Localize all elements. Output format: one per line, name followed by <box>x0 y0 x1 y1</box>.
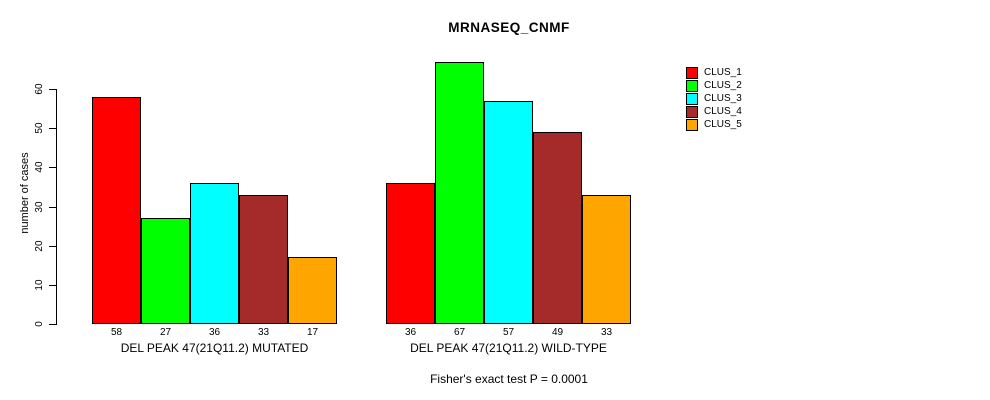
legend-label: CLUS_4 <box>704 105 742 117</box>
legend-swatch <box>686 92 698 105</box>
y-axis-tick <box>49 285 56 286</box>
legend-item-CLUS_2: CLUS_2 <box>686 79 742 92</box>
bar-value-label: 49 <box>551 327 564 338</box>
bar-value-label: 67 <box>453 327 466 338</box>
bar-value-label: 57 <box>502 327 515 338</box>
legend-item-CLUS_1: CLUS_1 <box>686 66 742 79</box>
chart-title: MRNASEQ_CNMF <box>448 20 570 35</box>
legend-item-CLUS_5: CLUS_5 <box>686 118 742 131</box>
bar-CLUS_4 <box>533 132 582 324</box>
y-axis-tick <box>49 89 56 90</box>
bar-CLUS_4 <box>239 195 288 324</box>
y-axis-tick <box>49 207 56 208</box>
y-axis-tick-label: 50 <box>34 122 45 134</box>
y-axis-tick <box>49 246 56 247</box>
legend-swatch <box>686 66 698 79</box>
y-axis-label: number of cases <box>19 152 31 234</box>
x-group-label-wildtype: DEL PEAK 47(21Q11.2) WILD-TYPE <box>410 341 607 355</box>
bar-CLUS_1 <box>92 97 141 324</box>
legend: CLUS_1 CLUS_2 CLUS_3 CLUS_4 CLUS_5 <box>686 66 742 131</box>
bar-value-label: 27 <box>159 327 172 338</box>
y-axis-tick-label: 60 <box>34 83 45 95</box>
bar-CLUS_3 <box>484 101 533 324</box>
bar-CLUS_2 <box>141 218 190 324</box>
bar-value-label: 17 <box>306 327 319 338</box>
legend-swatch <box>686 105 698 118</box>
y-axis-tick-label: 30 <box>34 201 45 213</box>
legend-label: CLUS_2 <box>704 79 742 91</box>
bar-CLUS_5 <box>288 257 337 324</box>
legend-item-CLUS_3: CLUS_3 <box>686 92 742 105</box>
legend-swatch <box>686 118 698 131</box>
fisher-test-annotation: Fisher's exact test P = 0.0001 <box>430 372 588 386</box>
legend-label: CLUS_1 <box>704 66 742 78</box>
y-axis-tick-label: 40 <box>34 161 45 173</box>
bar-CLUS_3 <box>190 183 239 324</box>
y-axis-line <box>56 89 57 325</box>
legend-item-CLUS_4: CLUS_4 <box>686 105 742 118</box>
y-axis-tick-label: 10 <box>34 279 45 291</box>
bar-value-label: 36 <box>208 327 221 338</box>
legend-label: CLUS_3 <box>704 92 742 104</box>
y-axis-tick <box>49 128 56 129</box>
bar-value-label: 58 <box>110 327 123 338</box>
y-axis-tick <box>49 324 56 325</box>
bar-CLUS_2 <box>435 62 484 324</box>
legend-label: CLUS_5 <box>704 118 742 130</box>
bar-CLUS_5 <box>582 195 631 324</box>
legend-swatch <box>686 79 698 92</box>
y-axis-tick-label: 20 <box>34 240 45 252</box>
y-axis-tick <box>49 167 56 168</box>
bar-CLUS_1 <box>386 183 435 324</box>
x-group-label-mutated: DEL PEAK 47(21Q11.2) MUTATED <box>120 341 309 355</box>
y-axis-tick-label: 0 <box>34 321 45 327</box>
bar-value-label: 33 <box>257 327 270 338</box>
bar-value-label: 36 <box>404 327 417 338</box>
bar-value-label: 33 <box>600 327 613 338</box>
